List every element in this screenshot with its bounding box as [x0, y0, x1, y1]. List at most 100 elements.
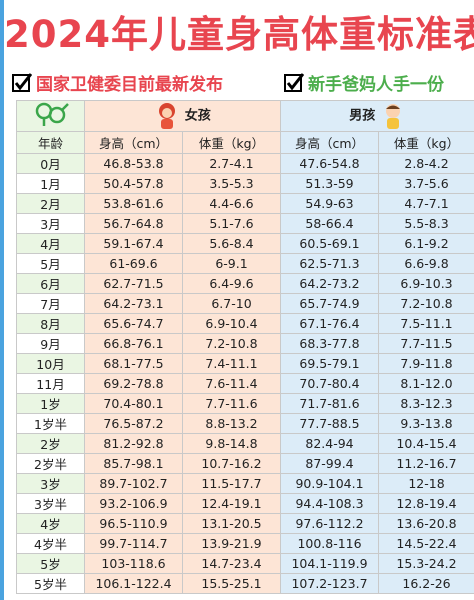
table-row: 11月 69.2-78.8 7.6-11.4 70.7-80.4 8.1-12.0 — [16, 373, 474, 394]
value-cell: 62.7-71.5 — [84, 273, 183, 294]
table-row: 2岁 81.2-92.8 9.8-14.8 82.4-94 10.4-15.4 — [16, 433, 474, 454]
value-cell: 5.1-7.6 — [181, 213, 282, 234]
age-cell: 1岁 — [16, 393, 85, 414]
table-row: 2月 53.8-61.6 4.4-6.6 54.9-63 4.7-7.1 — [16, 193, 474, 214]
value-cell: 6.1-9.2 — [378, 233, 474, 254]
table-row: 3岁 89.7-102.7 11.5-17.7 90.9-104.1 12-18 — [16, 473, 474, 494]
check-icon — [12, 72, 32, 92]
age-cell: 2岁半 — [16, 453, 85, 474]
table-row: 1岁半 76.5-87.2 8.8-13.2 77.7-88.5 9.3-13.8 — [16, 413, 474, 434]
value-cell: 7.7-11.5 — [378, 333, 474, 354]
age-cell: 3岁 — [16, 473, 85, 494]
value-cell: 96.5-110.9 — [84, 513, 183, 534]
group-label: 女孩 — [184, 108, 211, 124]
value-cell: 6.4-9.6 — [181, 273, 282, 294]
value-cell: 64.2-73.2 — [280, 273, 380, 294]
age-cell: 3月 — [16, 213, 85, 234]
value-cell: 12.8-19.4 — [378, 493, 474, 514]
age-cell: 4月 — [16, 233, 85, 254]
value-cell: 2.7-4.1 — [181, 153, 282, 174]
value-cell: 13.9-21.9 — [181, 533, 282, 554]
table-row: 1岁 70.4-80.1 7.7-11.6 71.7-81.6 8.3-12.3 — [16, 393, 474, 414]
table-row: 4岁 96.5-110.9 13.1-20.5 97.6-112.2 13.6-20.8 — [16, 513, 474, 534]
age-cell: 1月 — [16, 173, 85, 194]
column-header: 年龄 — [16, 131, 85, 154]
value-cell: 93.2-106.9 — [84, 493, 183, 514]
value-cell: 69.2-78.8 — [84, 373, 183, 394]
value-cell: 68.3-77.8 — [280, 333, 380, 354]
value-cell: 6.9-10.4 — [181, 313, 282, 334]
value-cell: 16.2-26 — [378, 573, 474, 594]
column-header: 体重（kg） — [378, 131, 474, 154]
value-cell: 90.9-104.1 — [280, 473, 380, 494]
value-cell: 65.6-74.7 — [84, 313, 183, 334]
table-row: 8月 65.6-74.7 6.9-10.4 67.1-76.4 7.5-11.1 — [16, 313, 474, 334]
value-cell: 64.2-73.1 — [84, 293, 183, 314]
title-year: 2024年 — [4, 13, 149, 56]
table-row: 5岁 103-118.6 14.7-23.4 104.1-119.9 15.3-24.2 — [16, 553, 474, 574]
age-cell: 4岁半 — [16, 533, 85, 554]
value-cell: 8.3-12.3 — [378, 393, 474, 414]
value-cell: 7.9-11.8 — [378, 353, 474, 374]
column-header-row: 年龄 身高（cm） 体重（kg） 身高（cm） 体重（kg） — [16, 131, 474, 154]
value-cell: 100.8-116 — [280, 533, 380, 554]
value-cell: 104.1-119.9 — [280, 553, 380, 574]
gender-icon-cell — [16, 100, 85, 132]
age-cell: 5岁半 — [16, 573, 85, 594]
girl-header: 女孩 — [83, 100, 282, 132]
badge-text: 新手爸妈人手一份 — [308, 75, 444, 95]
table-row: 7月 64.2-73.1 6.7-10 65.7-74.9 7.2-10.8 — [16, 293, 474, 314]
value-cell: 69.5-79.1 — [280, 353, 380, 374]
age-cell: 10月 — [16, 353, 85, 374]
value-cell: 107.2-123.7 — [280, 573, 380, 594]
value-cell: 56.7-64.8 — [84, 213, 183, 234]
badge-text: 国家卫健委目前最新发布 — [36, 75, 223, 95]
value-cell: 5.5-8.3 — [378, 213, 474, 234]
age-cell: 2岁 — [16, 433, 85, 454]
table-row: 4岁半 99.7-114.7 13.9-21.9 100.8-116 14.5-22.4 — [16, 533, 474, 554]
value-cell: 6.9-10.3 — [378, 273, 474, 294]
value-cell: 67.1-76.4 — [280, 313, 380, 334]
title: 2024年儿童身高体重标准表 — [4, 4, 474, 58]
value-cell: 4.7-7.1 — [378, 193, 474, 214]
value-cell: 77.7-88.5 — [280, 413, 380, 434]
value-cell: 7.2-10.8 — [378, 293, 474, 314]
value-cell: 6.6-9.8 — [378, 253, 474, 274]
table-row: 0月 46.8-53.8 2.7-4.1 47.6-54.8 2.8-4.2 — [16, 153, 474, 174]
table-row: 9月 66.8-76.1 7.2-10.8 68.3-77.8 7.7-11.5 — [16, 333, 474, 354]
table-row: 5岁半 106.1-122.4 15.5-25.1 107.2-123.7 16.2-2… — [16, 573, 474, 594]
value-cell: 103-118.6 — [84, 553, 183, 574]
value-cell: 50.4-57.8 — [84, 173, 183, 194]
value-cell: 15.5-25.1 — [181, 573, 282, 594]
value-cell: 3.5-5.3 — [181, 173, 282, 194]
value-cell: 71.7-81.6 — [280, 393, 380, 414]
value-cell: 70.4-80.1 — [84, 393, 183, 414]
value-cell: 53.8-61.6 — [84, 193, 183, 214]
value-cell: 9.8-14.8 — [181, 433, 282, 454]
value-cell: 94.4-108.3 — [280, 493, 380, 514]
table-row: 5月 61-69.6 6-9.1 62.5-71.3 6.6-9.8 — [16, 253, 474, 274]
table-row: 10月 68.1-77.5 7.4-11.1 69.5-79.1 7.9-11.8 — [16, 353, 474, 374]
value-cell: 3.7-5.6 — [378, 173, 474, 194]
age-cell: 2月 — [16, 193, 85, 214]
value-cell: 7.4-11.1 — [181, 353, 282, 374]
value-cell: 10.7-16.2 — [181, 453, 282, 474]
value-cell: 76.5-87.2 — [84, 413, 183, 434]
table: 女孩 男孩 年龄 身高（cm） 体重（kg） 身高（cm） 体重（kg） 0月 46.8-5… — [16, 100, 474, 594]
value-cell: 10.4-15.4 — [378, 433, 474, 454]
value-cell: 14.7-23.4 — [181, 553, 282, 574]
value-cell: 87-99.4 — [280, 453, 380, 474]
table-row: 1月 50.4-57.8 3.5-5.3 51.3-59 3.7-5.6 — [16, 173, 474, 194]
group-header-row: 女孩 男孩 — [16, 100, 474, 132]
value-cell: 4.4-6.6 — [181, 193, 282, 214]
column-header: 身高（cm） — [280, 131, 380, 154]
age-cell: 0月 — [16, 153, 85, 174]
column-header: 身高（cm） — [84, 131, 183, 154]
table-row: 3月 56.7-64.8 5.1-7.6 58-66.4 5.5-8.3 — [16, 213, 474, 234]
age-cell: 5月 — [16, 253, 85, 274]
age-cell: 5岁 — [16, 553, 85, 574]
gender-icon — [35, 102, 69, 126]
badge: 新手爸妈人手一份 — [284, 70, 444, 95]
value-cell: 13.1-20.5 — [181, 513, 282, 534]
